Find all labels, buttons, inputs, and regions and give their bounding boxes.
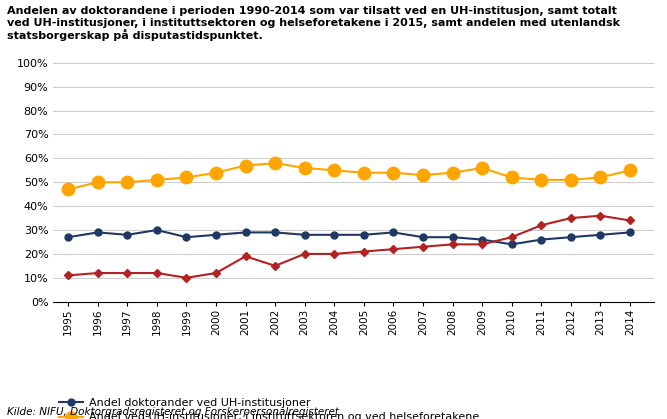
Text: Kilde: NIFU, Doktorgradsregisteret og Forskerpersonalregisteret: Kilde: NIFU, Doktorgradsregisteret og Fo… bbox=[7, 407, 339, 417]
Text: Andelen av doktorandene i perioden 1990-2014 som var tilsatt ved en UH-institusj: Andelen av doktorandene i perioden 1990-… bbox=[7, 6, 616, 16]
Legend: Andel doktorander ved UH-institusjoner, Andel ved UH-institusjoner, i institutts: Andel doktorander ved UH-institusjoner, … bbox=[59, 398, 479, 419]
Text: statsborgerskap på disputastidspunktet.: statsborgerskap på disputastidspunktet. bbox=[7, 29, 262, 41]
Text: ved UH-institusjoner, i instituttsektoren og helseforetakene i 2015, samt andele: ved UH-institusjoner, i instituttsektore… bbox=[7, 18, 620, 28]
